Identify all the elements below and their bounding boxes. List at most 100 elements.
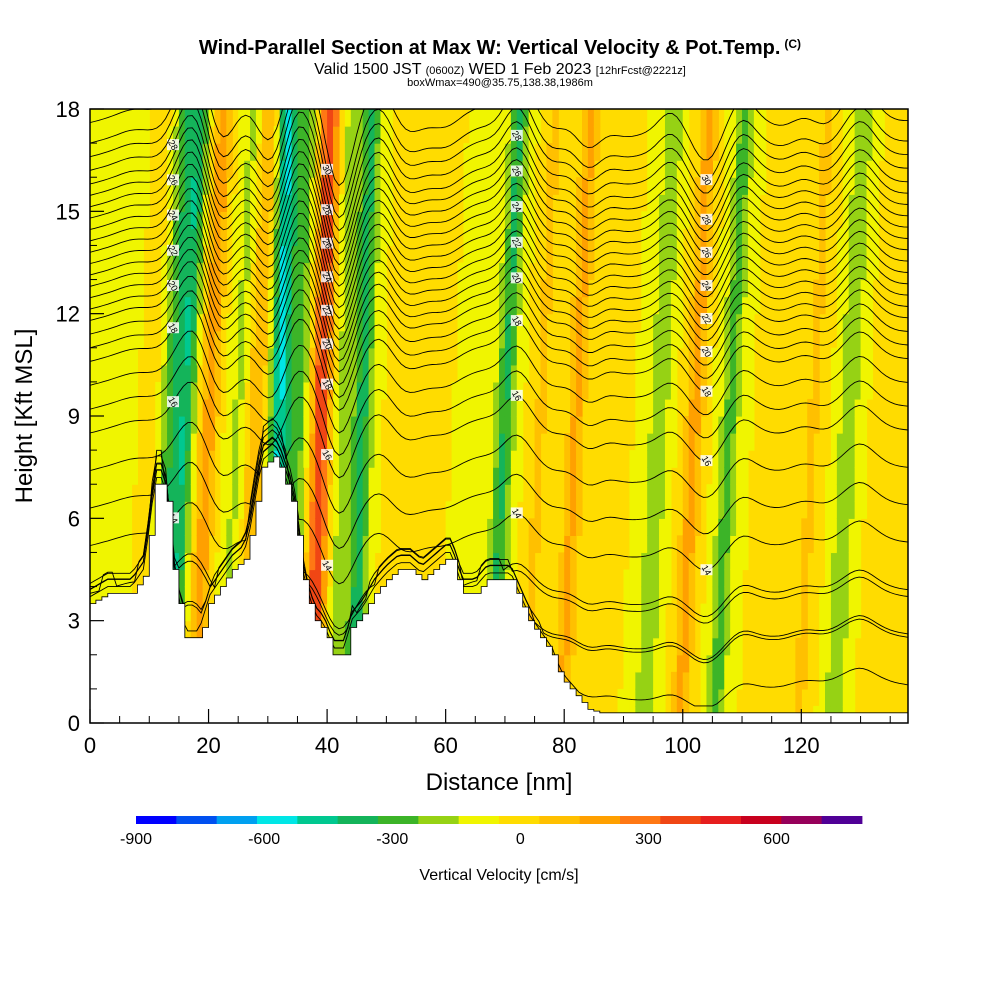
velocity-cell — [854, 398, 862, 417]
velocity-cell — [659, 279, 666, 298]
velocity-cell — [564, 484, 571, 502]
velocity-cell — [866, 381, 874, 400]
velocity-cell — [753, 194, 761, 212]
velocity-cell — [107, 194, 115, 212]
velocity-cell — [712, 126, 719, 144]
velocity-cell — [250, 245, 257, 264]
theta-contour-line — [90, 224, 908, 341]
velocity-cell — [273, 211, 281, 229]
velocity-cell — [113, 143, 121, 161]
velocity-cell — [356, 416, 364, 434]
velocity-cell — [95, 330, 103, 349]
velocity-cell — [214, 228, 222, 247]
velocity-cell — [664, 262, 672, 281]
velocity-cell — [333, 569, 340, 588]
velocity-cell — [836, 433, 844, 451]
velocity-cell — [463, 552, 470, 571]
velocity-cell — [641, 262, 648, 281]
theta-contour-label: 28 — [700, 213, 714, 227]
velocity-cell — [836, 603, 844, 622]
velocity-cell — [469, 160, 476, 178]
velocity-cell — [688, 450, 696, 468]
velocity-cell — [499, 535, 506, 554]
x-tick-label: 0 — [84, 733, 96, 758]
velocity-cell — [587, 194, 595, 212]
velocity-cell — [113, 245, 121, 264]
velocity-cell — [362, 433, 370, 451]
velocity-cell — [101, 228, 109, 247]
velocity-cell — [95, 433, 103, 451]
contour-label-bg — [166, 244, 179, 256]
velocity-cell — [184, 603, 192, 622]
velocity-cell — [629, 637, 636, 656]
velocity-cell — [267, 330, 275, 349]
velocity-cell — [528, 126, 536, 144]
velocity-cell — [350, 450, 358, 468]
velocity-cell — [635, 603, 642, 622]
velocity-cell — [232, 552, 239, 571]
velocity-cell — [866, 177, 874, 195]
velocity-cell — [700, 126, 708, 144]
velocity-cell — [101, 518, 109, 536]
velocity-cell — [730, 671, 737, 690]
velocity-cell — [238, 245, 245, 264]
velocity-cell — [95, 211, 103, 229]
velocity-cell — [344, 279, 352, 298]
velocity-cell — [493, 126, 500, 144]
velocity-cell — [730, 484, 737, 502]
velocity-cell — [172, 109, 180, 127]
velocity-cell — [155, 450, 162, 468]
velocity-cell — [534, 535, 542, 554]
velocity-cell — [95, 347, 103, 366]
velocity-cell — [718, 450, 725, 468]
velocity-cell — [196, 620, 204, 639]
velocity-cell — [143, 160, 150, 178]
velocity-cell — [706, 620, 713, 639]
velocity-cell — [208, 416, 216, 434]
velocity-cell — [315, 177, 322, 195]
velocity-cell — [872, 228, 879, 247]
velocity-cell — [362, 245, 370, 264]
velocity-cell — [131, 126, 139, 144]
velocity-cell — [866, 330, 874, 349]
velocity-cell — [333, 467, 340, 485]
velocity-cell — [676, 160, 684, 178]
velocity-cell — [848, 228, 856, 247]
velocity-cell — [842, 381, 850, 400]
velocity-cell — [178, 569, 186, 588]
velocity-cell — [244, 160, 251, 178]
velocity-cell — [842, 501, 850, 519]
velocity-cell — [878, 109, 885, 127]
velocity-cell — [356, 381, 364, 400]
velocity-cell — [178, 177, 186, 195]
velocity-cell — [297, 177, 304, 195]
theta-contour-label: 14 — [510, 507, 524, 521]
velocity-cell — [178, 347, 186, 366]
velocity-cell — [184, 518, 192, 536]
velocity-cell — [647, 586, 654, 605]
velocity-cell — [95, 398, 103, 417]
velocity-cell — [338, 194, 346, 212]
velocity-cell — [107, 279, 115, 298]
velocity-cell — [860, 313, 868, 332]
velocity-cell — [747, 160, 755, 178]
velocity-cell — [255, 450, 263, 468]
velocity-cell — [356, 109, 364, 127]
velocity-cell — [694, 279, 702, 298]
velocity-cell — [279, 109, 287, 127]
velocity-cell — [261, 313, 269, 332]
velocity-cell — [143, 126, 150, 144]
velocity-cell — [125, 245, 133, 264]
velocity-cell — [487, 126, 494, 144]
velocity-cell — [635, 637, 642, 656]
velocity-cell — [303, 126, 310, 144]
velocity-cell — [712, 569, 719, 588]
velocity-cell — [493, 296, 500, 315]
velocity-cell — [125, 296, 133, 315]
velocity-cell — [706, 126, 713, 144]
velocity-cell — [350, 126, 358, 144]
velocity-cell — [730, 518, 737, 536]
velocity-cell — [119, 177, 127, 195]
velocity-cell — [238, 228, 245, 247]
velocity-cell — [848, 381, 856, 400]
